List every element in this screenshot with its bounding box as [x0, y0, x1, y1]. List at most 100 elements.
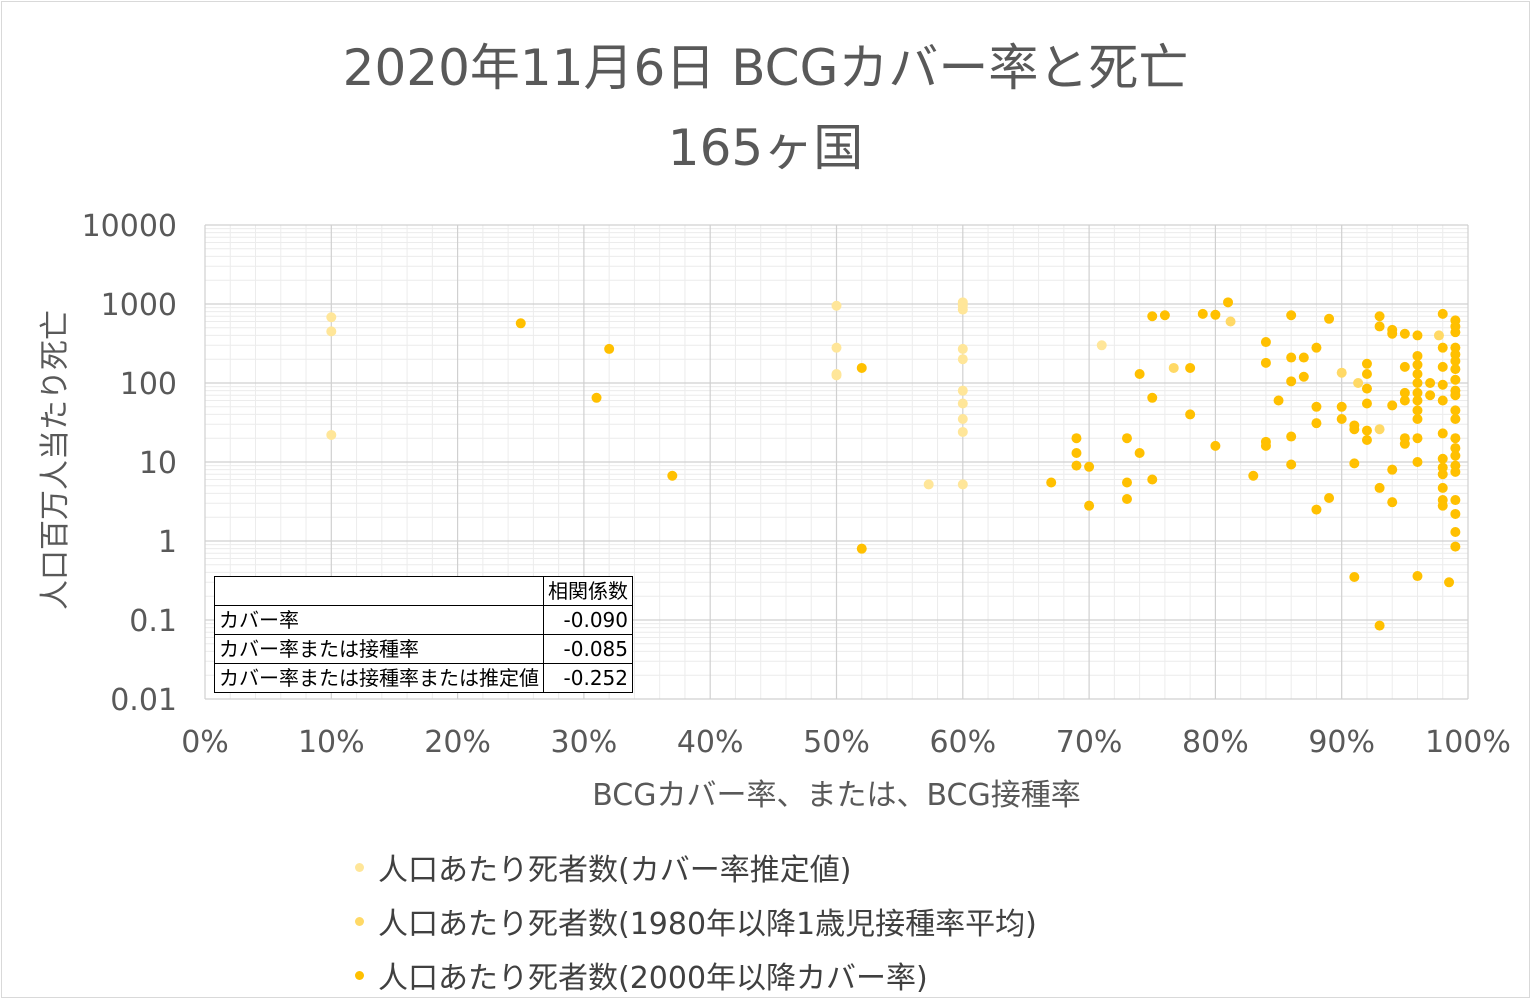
correlation-row-label: カバー率または接種率または推定値 — [214, 663, 544, 693]
data-point — [1286, 431, 1297, 442]
data-point — [831, 300, 842, 311]
data-point — [1286, 376, 1297, 387]
data-point — [1374, 311, 1385, 322]
data-point — [1387, 328, 1398, 339]
data-point — [1225, 316, 1236, 327]
data-point — [1412, 387, 1423, 398]
data-point — [1450, 443, 1461, 454]
x-tick-label: 20% — [424, 725, 491, 760]
data-point — [1412, 457, 1423, 467]
data-point — [1450, 390, 1461, 401]
data-point — [1450, 374, 1461, 385]
data-point — [1260, 440, 1271, 451]
data-point — [957, 479, 968, 490]
legend-label: 人口あたり死者数(カバー率推定値) — [378, 853, 852, 888]
correlation-row: カバー率または接種率 -0.085 — [214, 634, 633, 664]
y-tick-label: 10 — [139, 446, 177, 481]
data-point — [957, 304, 968, 315]
data-point — [667, 470, 678, 481]
data-point — [1450, 433, 1461, 444]
data-points — [326, 297, 1461, 631]
data-point — [1437, 342, 1448, 353]
data-point — [1399, 328, 1410, 339]
correlation-row: カバー率または接種率または推定値 -0.252 — [214, 663, 633, 693]
data-point — [1361, 383, 1372, 394]
data-point — [1134, 368, 1145, 379]
data-point — [1450, 327, 1461, 338]
legend-label: 人口あたり死者数(2000年以降カバー率) — [378, 961, 928, 996]
y-tick-label: 1 — [158, 525, 177, 560]
data-point — [1336, 401, 1347, 412]
legend-item-estimate[interactable]: 人口あたり死者数(カバー率推定値) — [355, 840, 1037, 894]
data-point — [1147, 311, 1158, 322]
data-point — [856, 543, 867, 554]
correlation-table-header-row: 相関係数 — [214, 576, 633, 606]
data-point — [1210, 309, 1221, 320]
data-point — [1159, 310, 1170, 321]
data-point — [1437, 469, 1448, 480]
data-point — [1437, 379, 1448, 390]
chart-subtitle: 165ヶ国 — [667, 119, 864, 177]
data-point — [1437, 482, 1448, 493]
data-point — [1121, 433, 1132, 444]
y-tick-label: 10000 — [82, 209, 177, 244]
y-tick-labels: 10000 1000 100 10 1 0.1 0.01 — [82, 209, 177, 718]
data-point — [1374, 424, 1385, 435]
legend-marker — [355, 862, 364, 872]
data-point — [957, 385, 968, 396]
x-tick-label: 90% — [1308, 725, 1375, 760]
major-gridlines — [204, 224, 1469, 700]
data-point — [1374, 321, 1385, 332]
data-point — [1450, 495, 1461, 506]
data-point — [604, 343, 615, 354]
data-point — [1336, 414, 1347, 425]
data-point — [1399, 395, 1410, 406]
legend-label: 人口あたり死者数(1980年以降1歳児接種率平均) — [378, 907, 1037, 942]
data-point — [326, 326, 337, 337]
data-point — [1399, 438, 1410, 449]
data-point — [1361, 425, 1372, 436]
data-point — [1437, 308, 1448, 319]
data-point — [1412, 368, 1423, 379]
x-tick-label: 40% — [677, 725, 744, 760]
legend-item-2000-coverage[interactable]: 人口あたり死者数(2000年以降カバー率) — [355, 948, 1037, 1002]
data-point — [1437, 428, 1448, 439]
data-point — [1168, 362, 1179, 373]
data-point — [1412, 405, 1423, 416]
correlation-row-value: -0.085 — [543, 634, 633, 664]
data-point — [1147, 474, 1158, 485]
data-point — [1197, 308, 1208, 319]
data-point — [591, 392, 602, 403]
data-point — [1425, 390, 1436, 401]
data-point — [1353, 378, 1364, 388]
data-point — [1298, 371, 1309, 382]
data-point — [1450, 508, 1461, 519]
data-point — [1450, 541, 1461, 552]
data-point — [326, 429, 337, 440]
legend: 人口あたり死者数(カバー率推定値) 人口あたり死者数(1980年以降1歳児接種率… — [355, 840, 1037, 1002]
data-point — [1450, 355, 1461, 366]
data-point — [1210, 440, 1221, 451]
data-point — [1096, 340, 1107, 351]
data-point — [1286, 352, 1297, 363]
data-point — [957, 398, 968, 409]
y-tick-label: 0.01 — [110, 683, 177, 718]
data-point — [1298, 352, 1309, 363]
data-point — [1387, 464, 1398, 475]
data-point — [1399, 361, 1410, 372]
data-point — [1324, 313, 1335, 324]
legend-marker — [355, 970, 364, 980]
data-point — [1437, 453, 1448, 464]
data-point — [1084, 500, 1095, 511]
data-point — [326, 312, 337, 323]
data-point — [1387, 400, 1398, 411]
data-point — [1286, 310, 1297, 321]
data-point — [1349, 572, 1360, 583]
correlation-row-label: カバー率 — [214, 605, 544, 635]
data-point — [1084, 461, 1095, 472]
data-point — [957, 426, 968, 437]
data-point — [1412, 433, 1423, 444]
data-point — [1311, 401, 1322, 412]
legend-item-1980-average[interactable]: 人口あたり死者数(1980年以降1歳児接種率平均) — [355, 894, 1037, 948]
